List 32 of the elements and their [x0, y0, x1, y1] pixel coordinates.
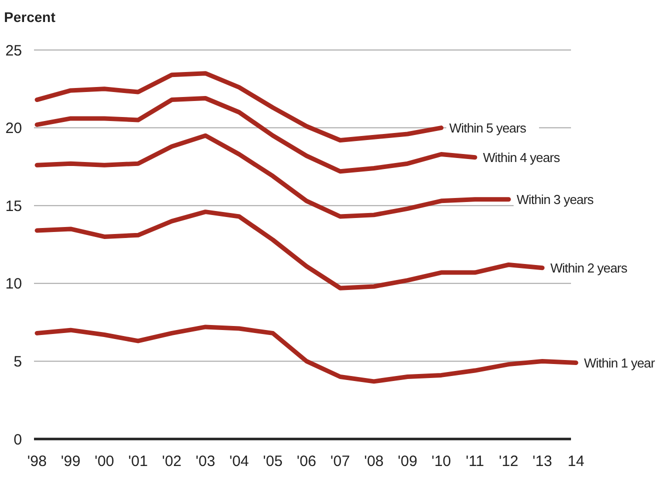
y-axis-title: Percent: [4, 9, 56, 25]
y-tick-label: 25: [5, 42, 22, 60]
y-tick-label: 20: [5, 120, 22, 138]
x-tick-label: '03: [196, 453, 216, 470]
series-label: Within 1 year: [584, 355, 656, 370]
x-tick-label: '05: [263, 453, 283, 470]
x-tick-label: '09: [398, 453, 418, 470]
x-tick-label: '11: [466, 453, 484, 470]
series-label: Within 5 years: [449, 120, 527, 136]
y-tick-label: 15: [5, 198, 22, 215]
x-tick-label: '13: [532, 453, 552, 470]
x-tick-label: '00: [94, 453, 114, 470]
x-tick-label: '01: [128, 453, 148, 470]
x-tick-label: '07: [330, 453, 350, 470]
x-tick-label: '02: [162, 453, 182, 470]
x-tick-label: 14: [568, 453, 584, 470]
x-tick-label: '06: [296, 453, 316, 470]
y-tick-label: 0: [14, 431, 22, 448]
line-series: [34, 210, 545, 290]
y-tick-label: 10: [5, 276, 22, 293]
x-tick-label: '08: [364, 453, 384, 470]
x-tick-label: '04: [229, 453, 249, 470]
x-tick-label: '12: [498, 453, 518, 470]
series-label: Within 3 years: [516, 192, 594, 207]
x-tick-label: '99: [60, 453, 80, 470]
series-label: Within 4 years: [482, 150, 561, 165]
series-label: Within 2 years: [550, 260, 628, 276]
y-tick-label: 5: [14, 353, 22, 370]
line-series: [34, 71, 444, 142]
x-tick-label: '98: [27, 453, 47, 470]
line-series: [34, 324, 578, 384]
x-tick-label: '10: [431, 453, 452, 470]
